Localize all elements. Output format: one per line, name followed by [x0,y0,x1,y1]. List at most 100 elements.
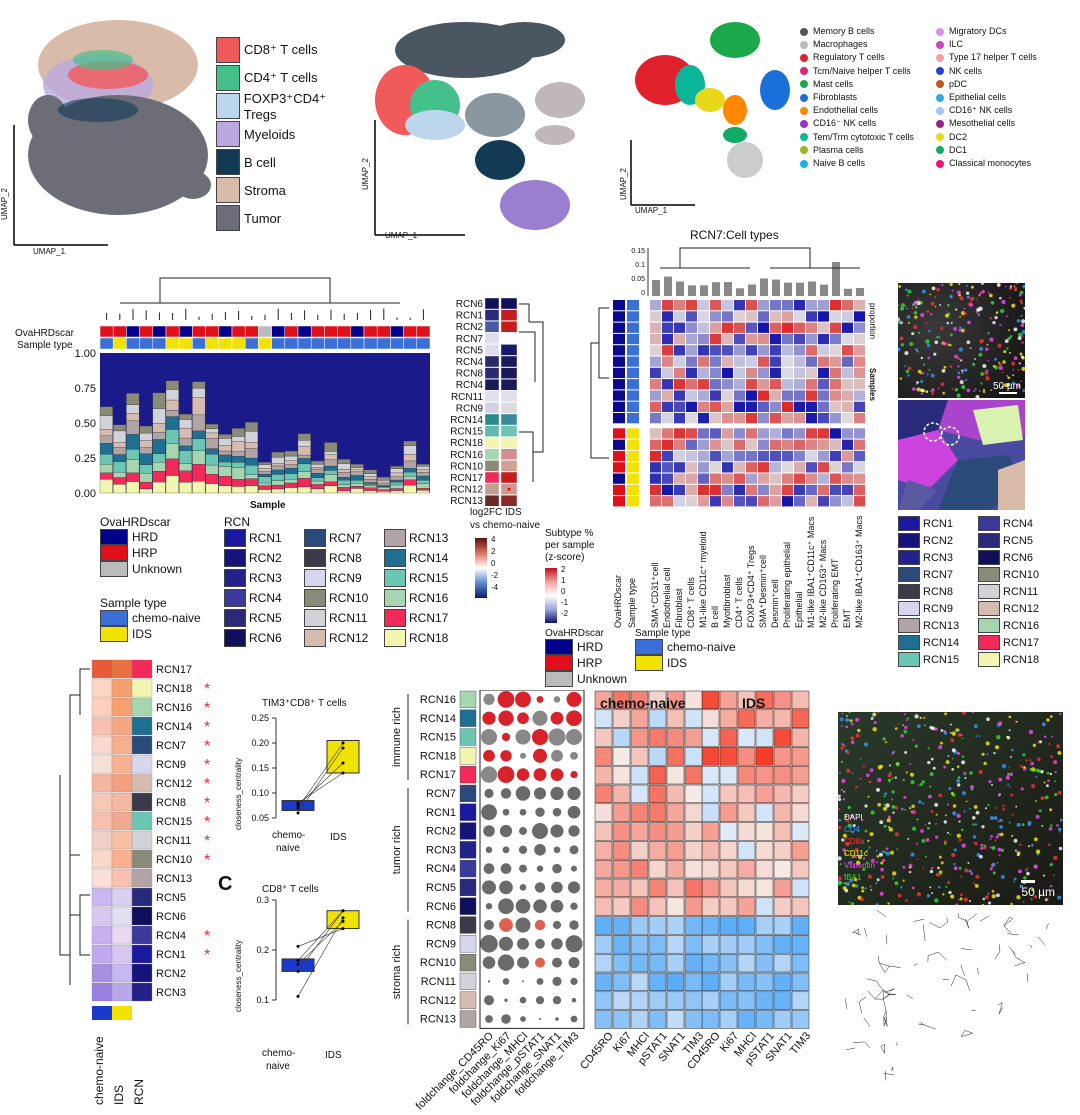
heat-ids-cell [791,935,810,954]
fluor-dot [976,307,981,312]
dotplot-dot [548,728,566,746]
box-point [296,944,300,948]
fluor-dot [998,366,1000,369]
fluor-dot [1000,848,1004,852]
fluor-dot [974,884,979,888]
heat-chemo-cell [612,747,631,766]
ovahrd-cell [178,325,193,338]
network-edge [883,1016,887,1019]
fine-legend-item: NK cells [936,66,1037,79]
fluor-dot [1013,880,1016,883]
rcn7-ova-cell [613,428,625,439]
rcn7-cell [794,473,805,484]
fluor-dot [1003,350,1007,354]
stacked-bar-segment [218,434,232,439]
fluor-dot [857,728,861,733]
dotplot-dot [550,768,564,782]
right-rcn-legend-item: RCN2 [898,533,978,548]
fluor-dot [951,852,956,858]
stacked-bar-segment [337,479,351,485]
y-tick-label: 0.50 [75,418,96,430]
fluor-dot [875,849,878,852]
heat-ids-cell [737,972,756,992]
dotplot-rcn-swatch [459,897,477,915]
heat-ids-cell [701,765,720,785]
fluor-dot [1050,755,1053,758]
rcn7-cell [734,322,745,333]
heat-chemo-cell [666,972,685,992]
fine-legend-item: Naive B cells [800,158,914,171]
stacked-bar-segment [179,419,193,429]
rcn7-cell [854,473,865,484]
fluor-dot [949,365,953,368]
fluor-dot [985,347,989,351]
rcn7-cell [806,367,817,379]
fluor-dot [907,366,912,371]
fluor-dot [923,716,926,719]
stacked-bar-segment [337,487,351,492]
heat-chemo-cell [630,991,649,1010]
fluor-dot [993,751,996,755]
stacked-bar-segment [284,482,298,488]
fluor-dot [860,897,864,902]
rcn-legend: RCN RCN1 RCN7 RCN13 RCN2 RCN8 RCN14 RCN3 RCN9 RC… [224,515,464,647]
heat-chemo-cell [666,709,685,728]
rcn7-cell [722,333,733,345]
y-tick-label: 0.25 [75,453,96,465]
rcn-legend-label: RCN13 [409,531,449,545]
rcn7-cell [806,356,817,367]
heat-chemo-cell [666,822,685,841]
stacked-bar-segment [284,455,298,461]
heat-chemo-cell [630,841,649,860]
heat-ids-cell [719,765,738,785]
rcn7-cell [710,450,721,462]
rcn-legend-label: RCN17 [409,611,449,625]
fluor-dot [851,856,854,859]
fluor-dot [1025,759,1028,762]
heat-chemo-cell [684,747,703,766]
fluor-dot [1011,834,1014,837]
dotplot-dot [515,917,531,933]
fluor-dot [1001,385,1004,388]
rcn7-cell [650,379,661,390]
stacked-bar-segment [297,446,311,456]
fluor-dot [953,326,958,331]
stacked-bar-segment [179,470,193,483]
fluor-dot [964,868,969,873]
bl-row-label: RCN5 [156,892,186,904]
sampletype-cell [126,337,140,350]
box-pair-line [297,762,344,806]
fluor-dot [948,890,952,895]
fluor-dot [1053,760,1058,765]
rcn7-st-cell [627,367,639,379]
heat-chemo-cell [684,728,703,747]
heat-ids-cell [701,1010,720,1029]
log2fc-row-label: RCN2 [456,322,484,333]
rcn7-st-cell [627,300,639,311]
heat-chemo-cell [684,1010,703,1029]
stacked-bar-segment [205,423,219,429]
fluor-dot [851,831,855,834]
fluor-dot [961,372,964,375]
rcn7-ova-cell [613,401,625,412]
fluor-dot [1054,792,1058,797]
rcn7-cell [794,413,805,424]
fluor-dot [961,384,966,390]
rcn7-ytick: 0.05 [631,276,645,283]
bl-chemo-cell [91,963,113,983]
fine-legend-dot [800,119,808,128]
ovahrd-cell [152,325,167,338]
stacked-bar-segment [297,458,311,465]
network-edge [883,1073,895,1076]
heat-ids-cell [737,953,756,973]
rcn7-cell [686,345,697,356]
rcn7-cell [854,379,865,390]
stacked-bar-segment [350,464,364,468]
fluor-dot [934,898,939,903]
sampletype-cell [271,337,286,350]
sampletype-legend-swatch [100,626,128,642]
rcn7-cell [818,401,829,412]
fluor-dot [899,306,905,311]
stacked-bar-segment [416,488,430,491]
log2fc-row-label: RCN1 [456,311,484,322]
